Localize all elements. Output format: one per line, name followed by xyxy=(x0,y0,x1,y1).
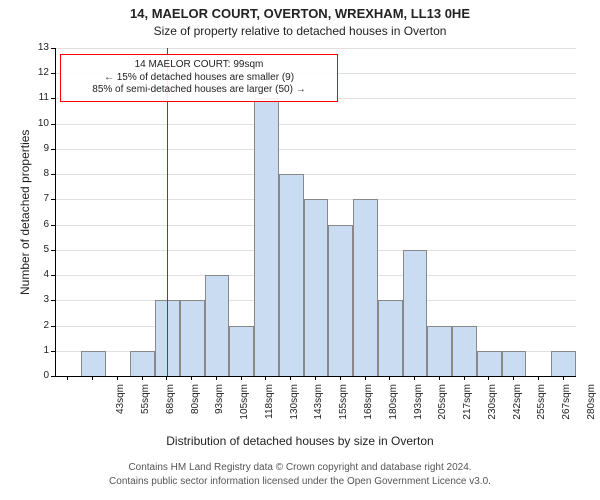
x-tick-label: 193sqm xyxy=(413,384,424,434)
footer-license: Contains public sector information licen… xyxy=(0,476,600,487)
y-tick-label: 9 xyxy=(25,143,49,154)
x-tick xyxy=(365,376,366,380)
histogram-bar xyxy=(403,250,428,376)
histogram-bar xyxy=(229,326,254,376)
x-tick xyxy=(216,376,217,380)
chart-title: 14, MAELOR COURT, OVERTON, WREXHAM, LL13… xyxy=(0,6,600,21)
histogram-bar xyxy=(378,300,403,376)
x-tick-label: 43sqm xyxy=(115,384,126,434)
y-tick xyxy=(51,376,55,377)
x-tick xyxy=(439,376,440,380)
gridline xyxy=(56,48,576,49)
chart-subtitle: Size of property relative to detached ho… xyxy=(0,24,600,38)
y-tick-label: 11 xyxy=(25,92,49,103)
x-tick xyxy=(563,376,564,380)
x-tick-label: 105sqm xyxy=(239,384,250,434)
y-tick-label: 8 xyxy=(25,168,49,179)
y-tick xyxy=(51,351,55,352)
x-tick xyxy=(191,376,192,380)
histogram-bar xyxy=(477,351,502,376)
y-tick xyxy=(51,73,55,74)
y-tick-label: 7 xyxy=(25,193,49,204)
x-tick-label: 168sqm xyxy=(363,384,374,434)
x-tick xyxy=(67,376,68,380)
x-tick-label: 68sqm xyxy=(165,384,176,434)
x-tick-label: 155sqm xyxy=(338,384,349,434)
x-tick-label: 255sqm xyxy=(536,384,547,434)
gridline xyxy=(56,124,576,125)
x-tick xyxy=(513,376,514,380)
x-tick xyxy=(117,376,118,380)
y-tick-label: 2 xyxy=(25,320,49,331)
histogram-bar xyxy=(81,351,106,376)
y-tick xyxy=(51,300,55,301)
x-tick xyxy=(241,376,242,380)
x-tick xyxy=(414,376,415,380)
x-tick xyxy=(166,376,167,380)
histogram-bar xyxy=(304,199,329,376)
x-tick-label: 80sqm xyxy=(190,384,201,434)
x-tick-label: 280sqm xyxy=(586,384,597,434)
x-tick-label: 130sqm xyxy=(289,384,300,434)
y-tick-label: 0 xyxy=(25,370,49,381)
y-tick xyxy=(51,250,55,251)
x-tick xyxy=(464,376,465,380)
y-tick xyxy=(51,48,55,49)
y-tick xyxy=(51,124,55,125)
footer-copyright: Contains HM Land Registry data © Crown c… xyxy=(0,462,600,473)
x-tick xyxy=(488,376,489,380)
y-tick xyxy=(51,174,55,175)
gridline xyxy=(56,174,576,175)
x-tick xyxy=(92,376,93,380)
x-tick-label: 267sqm xyxy=(561,384,572,434)
callout-line: 14 MAELOR COURT: 99sqm xyxy=(69,59,329,72)
histogram-bar xyxy=(353,199,378,376)
histogram-bar xyxy=(502,351,527,376)
histogram-bar xyxy=(205,275,230,376)
callout-line: ← 15% of detached houses are smaller (9) xyxy=(69,72,329,85)
x-tick-label: 230sqm xyxy=(487,384,498,434)
y-tick-label: 5 xyxy=(25,244,49,255)
x-tick xyxy=(340,376,341,380)
histogram-bar xyxy=(427,326,452,376)
histogram-bar xyxy=(254,98,279,376)
y-tick-label: 6 xyxy=(25,219,49,230)
callout-box: 14 MAELOR COURT: 99sqm← 15% of detached … xyxy=(60,54,338,102)
x-tick-label: 217sqm xyxy=(462,384,473,434)
y-tick xyxy=(51,199,55,200)
x-tick-label: 118sqm xyxy=(264,384,275,434)
x-tick xyxy=(315,376,316,380)
x-tick-label: 143sqm xyxy=(313,384,324,434)
x-tick-label: 205sqm xyxy=(437,384,448,434)
x-tick xyxy=(290,376,291,380)
histogram-bar xyxy=(452,326,477,376)
y-tick xyxy=(51,98,55,99)
y-tick-label: 10 xyxy=(25,118,49,129)
gridline xyxy=(56,149,576,150)
histogram-bar xyxy=(328,225,353,376)
histogram-bar xyxy=(180,300,205,376)
x-tick xyxy=(265,376,266,380)
x-tick-label: 93sqm xyxy=(214,384,225,434)
x-tick-label: 55sqm xyxy=(140,384,151,434)
histogram-bar xyxy=(551,351,576,376)
y-tick-label: 12 xyxy=(25,67,49,78)
y-tick xyxy=(51,149,55,150)
y-tick-label: 13 xyxy=(25,42,49,53)
x-tick-label: 180sqm xyxy=(388,384,399,434)
y-tick-label: 3 xyxy=(25,294,49,305)
x-tick-label: 242sqm xyxy=(512,384,523,434)
x-tick xyxy=(142,376,143,380)
y-tick xyxy=(51,326,55,327)
x-axis-label: Distribution of detached houses by size … xyxy=(0,434,600,448)
y-tick-label: 4 xyxy=(25,269,49,280)
x-tick xyxy=(538,376,539,380)
x-tick xyxy=(389,376,390,380)
histogram-bar xyxy=(279,174,304,376)
y-tick xyxy=(51,225,55,226)
y-tick xyxy=(51,275,55,276)
histogram-bar xyxy=(130,351,155,376)
y-tick-label: 1 xyxy=(25,345,49,356)
callout-line: 85% of semi-detached houses are larger (… xyxy=(69,84,329,97)
